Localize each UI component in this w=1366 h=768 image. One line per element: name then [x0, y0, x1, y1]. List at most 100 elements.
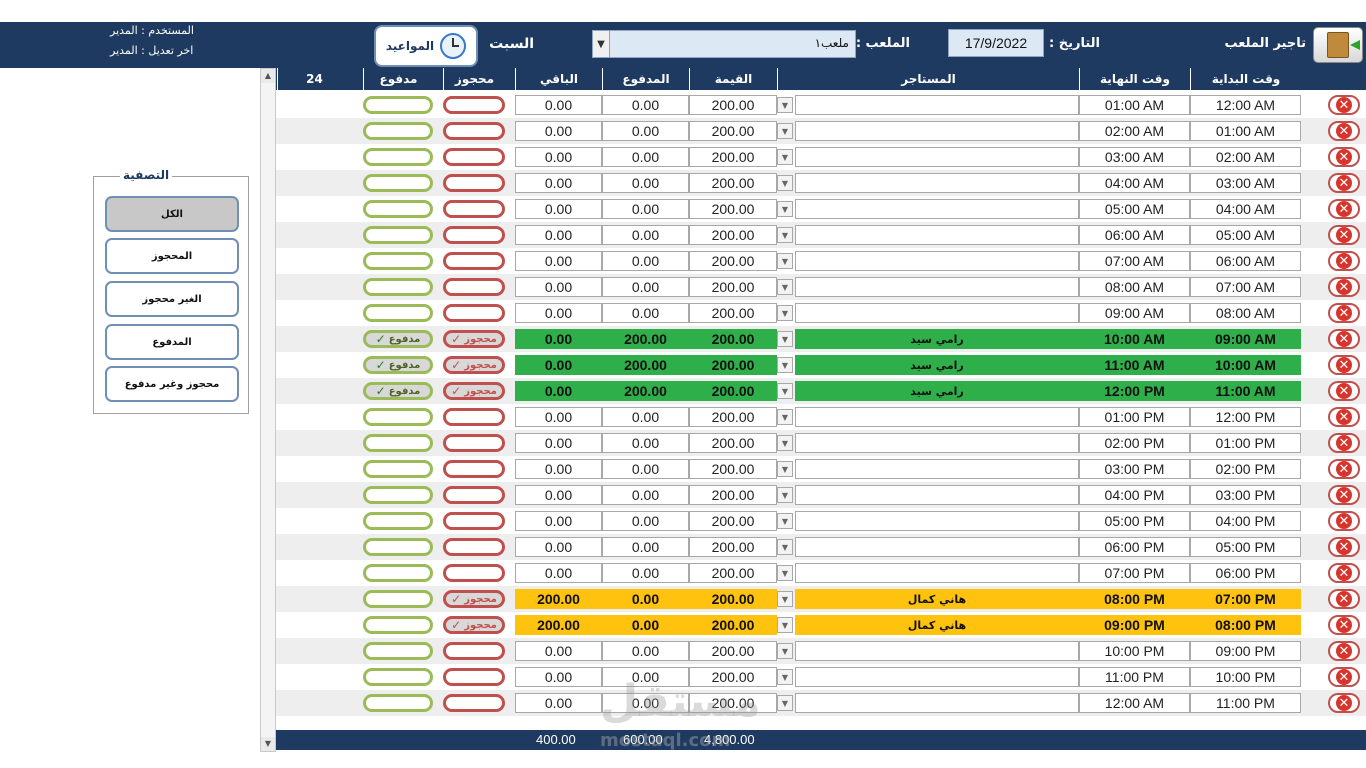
paid-toggle[interactable] — [363, 486, 433, 504]
renter-cell[interactable]: هاني كمال — [795, 615, 1079, 635]
end-time-cell[interactable]: 04:00 PM — [1079, 485, 1190, 505]
remaining-cell[interactable]: 0.00 — [515, 511, 602, 531]
end-time-cell[interactable]: 04:00 AM — [1079, 173, 1190, 193]
date-field[interactable]: 17/9/2022 — [948, 29, 1044, 57]
delete-row-button[interactable]: ✕ — [1328, 433, 1360, 453]
delete-row-button[interactable]: ✕ — [1328, 95, 1360, 115]
value-cell[interactable]: 200.00 — [689, 433, 777, 453]
paid-toggle[interactable] — [363, 642, 433, 660]
renter-cell[interactable] — [795, 147, 1079, 167]
renter-cell[interactable]: رامي سيد — [795, 381, 1079, 401]
paid-toggle[interactable]: مدفوع ✓ — [363, 330, 433, 348]
start-time-cell[interactable]: 02:00 AM — [1190, 147, 1301, 167]
chevron-down-icon[interactable]: ▼ — [777, 253, 793, 269]
delete-row-button[interactable]: ✕ — [1328, 407, 1360, 427]
chevron-down-icon[interactable]: ▼ — [777, 331, 793, 347]
end-time-cell[interactable]: 10:00 AM — [1079, 329, 1190, 349]
booked-toggle[interactable] — [443, 434, 505, 452]
start-time-cell[interactable]: 08:00 PM — [1190, 615, 1301, 635]
renter-cell[interactable]: رامي سيد — [795, 329, 1079, 349]
end-time-cell[interactable]: 01:00 AM — [1079, 95, 1190, 115]
paid-toggle[interactable] — [363, 122, 433, 140]
paid-toggle[interactable] — [363, 200, 433, 218]
start-time-cell[interactable]: 04:00 AM — [1190, 199, 1301, 219]
booked-toggle[interactable] — [443, 148, 505, 166]
start-time-cell[interactable]: 11:00 AM — [1190, 381, 1301, 401]
delete-row-button[interactable]: ✕ — [1328, 199, 1360, 219]
start-time-cell[interactable]: 12:00 AM — [1190, 95, 1301, 115]
paid-cell[interactable]: 0.00 — [602, 433, 689, 453]
start-time-cell[interactable]: 03:00 AM — [1190, 173, 1301, 193]
start-time-cell[interactable]: 10:00 PM — [1190, 667, 1301, 687]
end-time-cell[interactable]: 07:00 AM — [1079, 251, 1190, 271]
delete-row-button[interactable]: ✕ — [1328, 121, 1360, 141]
renter-cell[interactable] — [795, 199, 1079, 219]
paid-toggle[interactable] — [363, 460, 433, 478]
renter-cell[interactable]: هاني كمال — [795, 589, 1079, 609]
paid-toggle[interactable] — [363, 252, 433, 270]
value-cell[interactable]: 200.00 — [689, 329, 777, 349]
booked-toggle[interactable]: محجوز ✓ — [443, 382, 505, 400]
paid-cell[interactable]: 0.00 — [602, 251, 689, 271]
start-time-cell[interactable]: 06:00 AM — [1190, 251, 1301, 271]
chevron-down-icon[interactable]: ▼ — [777, 695, 793, 711]
value-cell[interactable]: 200.00 — [689, 199, 777, 219]
end-time-cell[interactable]: 05:00 AM — [1079, 199, 1190, 219]
remaining-cell[interactable]: 200.00 — [515, 615, 602, 635]
booked-toggle[interactable] — [443, 200, 505, 218]
filter-booked-unpaid-button[interactable]: محجوز وغير مدفوع — [105, 366, 239, 402]
renter-cell[interactable] — [795, 303, 1079, 323]
vertical-scrollbar[interactable]: ▲ ▼ — [260, 68, 276, 752]
end-time-cell[interactable]: 07:00 PM — [1079, 563, 1190, 583]
chevron-down-icon[interactable]: ▼ — [777, 305, 793, 321]
delete-row-button[interactable]: ✕ — [1328, 615, 1360, 635]
delete-row-button[interactable]: ✕ — [1328, 251, 1360, 271]
remaining-cell[interactable]: 0.00 — [515, 563, 602, 583]
paid-cell[interactable]: 0.00 — [602, 459, 689, 479]
chevron-down-icon[interactable]: ▼ — [777, 643, 793, 659]
renter-cell[interactable] — [795, 537, 1079, 557]
chevron-down-icon[interactable]: ▼ — [777, 227, 793, 243]
paid-cell[interactable]: 0.00 — [602, 303, 689, 323]
start-time-cell[interactable]: 06:00 PM — [1190, 563, 1301, 583]
value-cell[interactable]: 200.00 — [689, 225, 777, 245]
delete-row-button[interactable]: ✕ — [1328, 147, 1360, 167]
remaining-cell[interactable]: 0.00 — [515, 433, 602, 453]
remaining-cell[interactable]: 0.00 — [515, 641, 602, 661]
paid-cell[interactable]: 200.00 — [602, 329, 689, 349]
delete-row-button[interactable]: ✕ — [1328, 225, 1360, 245]
paid-toggle[interactable] — [363, 408, 433, 426]
booked-toggle[interactable] — [443, 486, 505, 504]
delete-row-button[interactable]: ✕ — [1328, 459, 1360, 479]
renter-cell[interactable] — [795, 173, 1079, 193]
renter-cell[interactable] — [795, 95, 1079, 115]
exit-button[interactable] — [1313, 27, 1363, 63]
booked-toggle[interactable] — [443, 96, 505, 114]
value-cell[interactable]: 200.00 — [689, 251, 777, 271]
booked-toggle[interactable] — [443, 226, 505, 244]
remaining-cell[interactable]: 0.00 — [515, 173, 602, 193]
paid-cell[interactable]: 0.00 — [602, 121, 689, 141]
filter-all-button[interactable]: الكل — [105, 196, 239, 232]
paid-toggle[interactable] — [363, 434, 433, 452]
paid-toggle[interactable] — [363, 512, 433, 530]
end-time-cell[interactable]: 11:00 PM — [1079, 667, 1190, 687]
chevron-down-icon[interactable]: ▼ — [777, 175, 793, 191]
value-cell[interactable]: 200.00 — [689, 173, 777, 193]
paid-cell[interactable]: 0.00 — [602, 277, 689, 297]
booked-toggle[interactable] — [443, 304, 505, 322]
value-cell[interactable]: 200.00 — [689, 121, 777, 141]
chevron-down-icon[interactable]: ▼ — [777, 97, 793, 113]
paid-cell[interactable]: 0.00 — [602, 485, 689, 505]
scroll-up-icon[interactable]: ▲ — [261, 69, 275, 83]
delete-row-button[interactable]: ✕ — [1328, 641, 1360, 661]
value-cell[interactable]: 200.00 — [689, 381, 777, 401]
chevron-down-icon[interactable]: ▼ — [593, 31, 610, 57]
paid-cell[interactable]: 0.00 — [602, 641, 689, 661]
paid-toggle[interactable]: مدفوع ✓ — [363, 356, 433, 374]
remaining-cell[interactable]: 0.00 — [515, 485, 602, 505]
remaining-cell[interactable]: 0.00 — [515, 147, 602, 167]
value-cell[interactable]: 200.00 — [689, 537, 777, 557]
start-time-cell[interactable]: 03:00 PM — [1190, 485, 1301, 505]
paid-toggle[interactable] — [363, 96, 433, 114]
